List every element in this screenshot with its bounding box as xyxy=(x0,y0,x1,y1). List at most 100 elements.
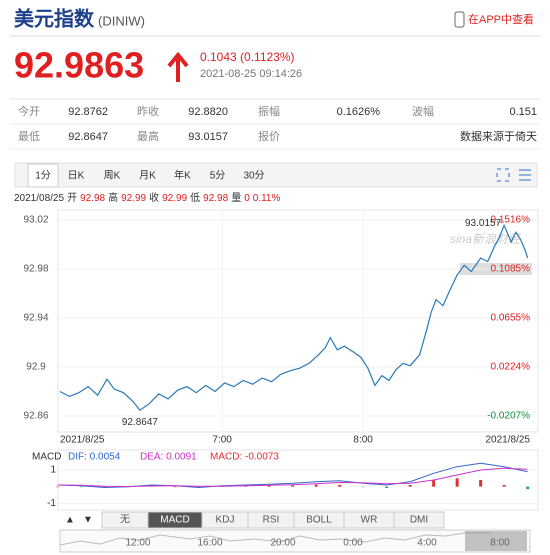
macd-bar xyxy=(479,480,483,487)
indicator-tab[interactable]: WR xyxy=(361,515,378,526)
macd-bar xyxy=(432,480,436,487)
tab[interactable]: 日K xyxy=(68,171,85,182)
y2-tick-label: -0.0207% xyxy=(487,411,530,422)
indicator-tab[interactable]: BOLL xyxy=(306,515,332,526)
y-tick-label: 1 xyxy=(50,465,56,476)
navigator-label: 16:00 xyxy=(197,538,222,549)
stat-value: 0.1626% xyxy=(337,106,381,118)
y-tick-label: 93.02 xyxy=(23,215,48,226)
indicator-tab[interactable]: MACD xyxy=(160,515,189,526)
stat-label: 报价 xyxy=(258,129,280,143)
tab[interactable]: 年K xyxy=(174,169,191,182)
info-item: 2021/08/25 xyxy=(14,193,64,204)
title: 美元指数 xyxy=(14,6,95,30)
y2-tick-label: 0.1516% xyxy=(491,215,531,226)
y-tick-label: 92.94 xyxy=(23,313,48,324)
price-line xyxy=(59,223,529,412)
tab-bar xyxy=(14,162,538,188)
watermark: sina新浪财经 xyxy=(450,232,522,246)
info-item: 开 xyxy=(67,193,77,204)
indicator-tab-bg xyxy=(393,511,445,529)
indicator-tab[interactable]: DMI xyxy=(410,515,428,526)
macd-bar xyxy=(314,484,318,487)
info-item: 0.11% xyxy=(253,193,281,204)
tab[interactable]: 30分 xyxy=(243,170,264,182)
stat-label: 昨收 xyxy=(137,104,159,118)
macd-bar xyxy=(338,485,342,487)
scroll-down[interactable]: ▼ xyxy=(83,515,93,526)
indicator-tab[interactable]: KDJ xyxy=(216,515,235,526)
tab-active xyxy=(27,163,59,188)
macd-bar xyxy=(408,485,412,487)
navigator-line xyxy=(59,532,490,546)
navigator-label: 20:00 xyxy=(270,538,295,549)
macd-bar xyxy=(385,486,389,488)
time: 2021-08-25 09:14:26 xyxy=(200,68,302,80)
x-tick-label: 8:00 xyxy=(353,435,373,446)
macd-bar xyxy=(361,486,365,488)
info-item: 92.99 xyxy=(162,193,187,204)
navigator xyxy=(59,529,531,553)
navigator-label: 8:00 xyxy=(490,538,510,549)
y-tick-label: -1 xyxy=(47,498,56,509)
tab[interactable]: 月K xyxy=(139,170,156,182)
date-start: 2021/8/25 xyxy=(60,435,105,446)
stat-label: 最高 xyxy=(137,129,159,143)
macd-bar xyxy=(291,485,295,487)
macd-bar xyxy=(502,485,506,487)
y-tick-label: 92.9 xyxy=(26,362,46,373)
navigator-window[interactable] xyxy=(465,531,527,551)
stat-label: 最低 xyxy=(18,130,40,143)
fullscreen-icon[interactable] xyxy=(496,168,510,182)
min-label: 92.8647 xyxy=(122,417,159,428)
up-arrow xyxy=(167,51,189,82)
legend-entry: MACD: -0.0073 xyxy=(210,452,279,463)
y2-tick-label: 0.0224% xyxy=(491,362,531,373)
stat-value: 92.8647 xyxy=(68,131,108,143)
info-item: 92.98 xyxy=(203,193,228,204)
macd-bar xyxy=(56,486,60,488)
indicator-tab[interactable]: RSI xyxy=(263,515,280,526)
info-item: 0 xyxy=(244,193,250,204)
stat-value: 92.8762 xyxy=(68,106,108,118)
macd-bar xyxy=(526,486,530,490)
info-item: 低 xyxy=(190,191,200,204)
code: (DINIW) xyxy=(98,13,145,28)
y-tick-label: 92.98 xyxy=(23,264,48,275)
plot-frame xyxy=(57,209,539,433)
macd-title: MACD xyxy=(32,452,61,463)
phone-icon xyxy=(454,11,465,28)
info-item: 92.99 xyxy=(121,193,146,204)
macd-bar xyxy=(267,485,271,487)
date-end: 2021/8/25 xyxy=(486,435,531,446)
macd-bar xyxy=(79,486,83,488)
info-line: 2021/08/25 开 92.98 高 92.99 收 92.99 低 92.98 量 0 0.11… xyxy=(14,191,280,204)
tab[interactable]: 1分 xyxy=(35,170,51,182)
tab[interactable]: 5分 xyxy=(210,170,226,182)
legend-entry: DIF: 0.0054 xyxy=(68,452,121,463)
scroll-up[interactable]: ▲ xyxy=(65,515,75,526)
stat-value: 92.8820 xyxy=(188,106,228,118)
y2-tick-label: 0.1085% xyxy=(491,264,531,275)
stat-value: 0.151 xyxy=(509,106,537,118)
max-label: 93.0157 xyxy=(465,218,502,229)
tab[interactable]: 周K xyxy=(104,170,121,182)
menu-icon[interactable] xyxy=(519,169,531,181)
macd-bar xyxy=(455,478,459,487)
stat-label: 振幅 xyxy=(258,104,280,118)
y-tick-label: 92.86 xyxy=(23,411,48,422)
info-item: 高 xyxy=(108,191,118,204)
change: 0.1043 (0.1123%) xyxy=(200,50,295,64)
indicator-tab[interactable]: 无 xyxy=(120,515,130,526)
navigator-label: 4:00 xyxy=(417,538,437,549)
stat-value: 数据来源于倚天 xyxy=(460,129,537,143)
macd-bar xyxy=(173,486,177,488)
navigator-label: 0:00 xyxy=(343,538,363,549)
stat-value: 93.0157 xyxy=(188,131,228,143)
plot-frame xyxy=(57,449,539,511)
stat-label: 波幅 xyxy=(412,105,434,118)
price: 92.9863 xyxy=(14,45,144,86)
app-link[interactable]: 在APP中查看 xyxy=(468,12,534,26)
navigator-label: 12:00 xyxy=(125,538,150,549)
